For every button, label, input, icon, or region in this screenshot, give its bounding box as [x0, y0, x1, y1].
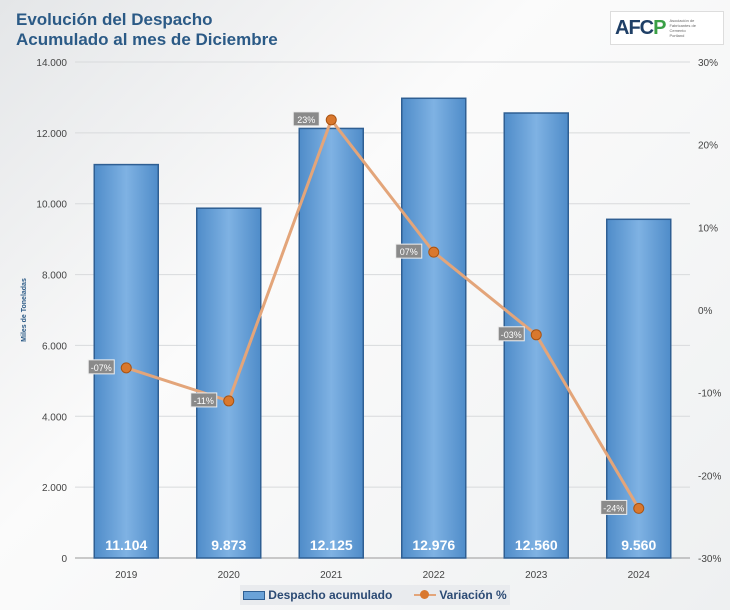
y2-tick-label: -10%	[698, 389, 721, 400]
bar-value-label: 12.560	[515, 537, 558, 553]
x-tick-label: 2019	[115, 570, 138, 581]
variation-label-box	[87, 359, 115, 375]
bar	[298, 127, 364, 559]
legend-label: Variación %	[439, 588, 507, 602]
legend-bar-swatch	[243, 590, 266, 600]
y-tick-label: 6.000	[42, 341, 67, 352]
logo-mark: AFCP	[615, 16, 666, 39]
x-tick-label: 2020	[218, 570, 241, 581]
y-tick-label: 4.000	[42, 412, 67, 423]
bar-value-label: 9.560	[621, 537, 656, 553]
title-line-1: Evolución del Despacho	[16, 10, 213, 29]
y-tick-label: 10.000	[36, 200, 67, 211]
variation-label: -24%	[603, 503, 624, 513]
variation-label-box	[395, 243, 423, 259]
y2-tick-label: 20%	[698, 141, 718, 152]
afcp-logo: AFCP Asociación de Fabricantes de Cement…	[610, 11, 724, 45]
variation-label: -07%	[91, 363, 112, 373]
logo-subtitle: Asociación de Fabricantes de Cemento Por…	[669, 18, 696, 38]
title-line-2: Acumulado al mes de Diciembre	[16, 30, 278, 49]
variation-point	[428, 246, 440, 258]
legend-label: Despacho acumulado	[268, 588, 393, 602]
variation-label-box	[292, 111, 320, 127]
legend-item-bars: Despacho acumulado	[243, 588, 392, 602]
bar-value-label: 12.125	[310, 537, 353, 553]
variation-point	[120, 362, 132, 374]
y2-tick-label: -30%	[698, 554, 721, 565]
variation-label: 07%	[400, 247, 418, 257]
bar	[196, 207, 262, 559]
x-tick-label: 2024	[628, 570, 651, 581]
y-tick-label: 0	[61, 554, 67, 565]
bar-value-label: 12.976	[412, 537, 455, 553]
x-tick-label: 2021	[320, 570, 343, 581]
variation-label: -11%	[194, 396, 214, 406]
y-tick-label: 14.000	[36, 58, 67, 69]
x-tick-label: 2023	[525, 570, 548, 581]
variation-label: 23%	[297, 115, 315, 125]
y-tick-label: 8.000	[42, 271, 67, 282]
x-tick-label: 2022	[423, 570, 446, 581]
variation-point	[223, 395, 235, 407]
bar-value-label: 9.873	[211, 537, 246, 553]
variation-point	[530, 329, 542, 341]
bar	[401, 97, 467, 559]
legend: Despacho acumulado Variación %	[240, 585, 510, 605]
y2-tick-label: 0%	[698, 306, 713, 317]
y-tick-label: 2.000	[42, 483, 67, 494]
y-tick-label: 12.000	[36, 129, 67, 140]
legend-item-line: Variación %	[414, 588, 507, 602]
y-axis-label: Miles de Toneladas	[21, 278, 28, 342]
variation-label-box	[497, 326, 525, 342]
variation-point	[325, 114, 337, 126]
variation-label-box	[600, 499, 628, 515]
legend-line-swatch	[414, 590, 437, 600]
y2-tick-label: 10%	[698, 223, 718, 234]
variation-point	[633, 502, 645, 514]
variation-label: -03%	[501, 330, 522, 340]
chart-title: Evolución del Despacho Acumulado al mes …	[16, 10, 278, 50]
bar-value-label: 11.104	[105, 537, 147, 553]
y2-tick-label: 30%	[698, 58, 718, 69]
variation-label-box	[190, 392, 218, 408]
y2-tick-label: -20%	[698, 471, 721, 482]
